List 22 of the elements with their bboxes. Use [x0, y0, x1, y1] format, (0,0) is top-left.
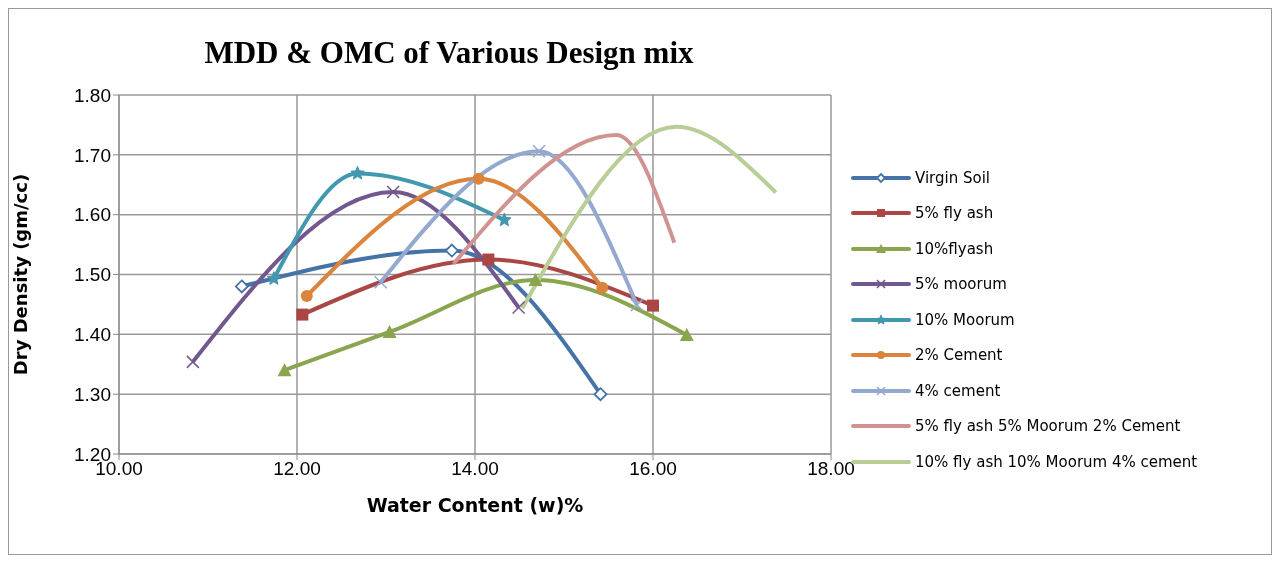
legend-label: 10% fly ash 10% Moorum 4% cement — [915, 452, 1198, 471]
legend-label: 5% fly ash 5% Moorum 2% Cement — [915, 417, 1181, 435]
y-tick-label: 1.30 — [74, 383, 111, 405]
y-tick-label: 1.50 — [74, 264, 111, 286]
x-tick-label: 14.00 — [451, 458, 499, 480]
y-axis-title: Dry Density (gm/cc) — [10, 173, 32, 376]
y-tick-label: 1.60 — [74, 204, 111, 226]
legend-label: 5% fly ash — [915, 204, 994, 222]
y-tick-label: 1.40 — [74, 324, 111, 346]
x-tick-label: 18.00 — [807, 458, 855, 480]
legend-label: 5% moorum — [915, 275, 1007, 293]
legend-label: 2% Cement — [915, 346, 1003, 364]
chart-title: MDD & OMC of Various Design mix — [203, 34, 695, 72]
x-tick-label: 12.00 — [273, 458, 321, 480]
y-tick-label: 1.70 — [74, 144, 111, 166]
legend-label: 10%flyash — [915, 239, 994, 258]
legend-label: Virgin Soil — [915, 168, 990, 187]
legend-label: 4% cement — [915, 381, 1001, 400]
y-tick-label: 1.80 — [74, 84, 111, 106]
x-axis-title: Water Content (w)% — [366, 494, 584, 516]
x-tick-label: 16.00 — [629, 458, 677, 480]
legend-label: 10% Moorum — [915, 310, 1015, 329]
